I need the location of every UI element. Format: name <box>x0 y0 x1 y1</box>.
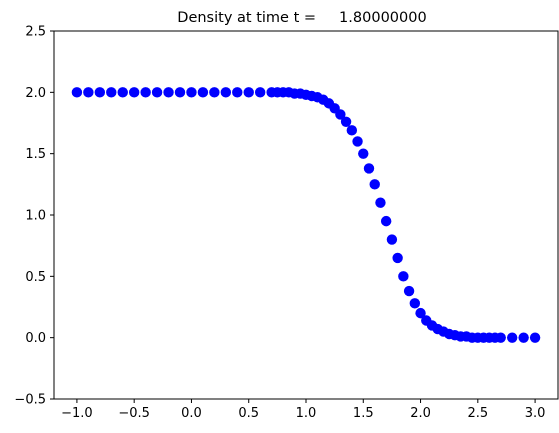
data-point <box>518 332 529 343</box>
data-point <box>243 87 254 98</box>
data-point <box>232 87 243 98</box>
data-point <box>369 179 380 190</box>
data-point <box>529 332 541 343</box>
data-point <box>506 332 518 343</box>
x-tick-label: 0.5 <box>238 406 259 421</box>
y-tick-label: 0.5 <box>25 270 46 285</box>
data-point <box>140 87 151 98</box>
y-tick-label: 1.5 <box>25 147 46 162</box>
data-point <box>254 87 266 98</box>
data-point <box>128 87 140 98</box>
data-point <box>375 197 386 208</box>
data-point <box>117 87 128 98</box>
data-point <box>197 87 209 98</box>
data-point <box>335 109 346 120</box>
data-point <box>415 307 426 319</box>
x-tick-label: 0.0 <box>181 406 202 421</box>
data-point <box>94 87 106 98</box>
x-tick-label: 3.0 <box>525 406 546 421</box>
data-point <box>352 136 363 147</box>
data-point <box>174 87 186 98</box>
x-tick-label: 2.0 <box>410 406 431 421</box>
chart-title: Density at time t = 1.80000000 <box>177 10 426 26</box>
data-point <box>386 234 398 245</box>
data-point <box>363 163 375 174</box>
data-point <box>380 215 392 227</box>
y-tick-label: 2.5 <box>25 25 46 40</box>
y-tick-label: 2.0 <box>25 86 46 101</box>
data-point <box>106 87 117 98</box>
axes: −1.0 −0.5 0.0 0.5 1.0 1.5 2.0 2.5 3.0 −0.5 0.0 0.5 1… <box>14 25 545 422</box>
x-tick-label: −0.5 <box>118 406 150 421</box>
x-tick-label: 1.5 <box>353 406 374 421</box>
data-point <box>340 116 352 127</box>
data-point <box>186 87 197 98</box>
y-tick-label: 1.0 <box>25 209 46 224</box>
data-point <box>209 87 220 98</box>
data-point <box>151 87 163 98</box>
y-tick-label: −0.5 <box>14 393 46 408</box>
data-point <box>392 252 403 264</box>
plot-frame <box>53 30 559 400</box>
x-tick-label: 2.5 <box>467 406 488 421</box>
data-point <box>346 125 358 136</box>
data-point <box>495 332 506 343</box>
y-tick-label: 0.0 <box>25 331 46 346</box>
data-point <box>220 87 232 98</box>
data-point <box>71 87 83 98</box>
plot-area <box>71 87 541 343</box>
x-tick-label: 1.0 <box>296 406 317 421</box>
data-point <box>403 285 415 297</box>
data-point <box>163 87 174 98</box>
data-point <box>358 148 369 159</box>
data-point <box>398 271 409 282</box>
data-point <box>409 298 421 309</box>
x-tick-label: −1.0 <box>61 406 93 421</box>
data-point <box>83 87 94 98</box>
